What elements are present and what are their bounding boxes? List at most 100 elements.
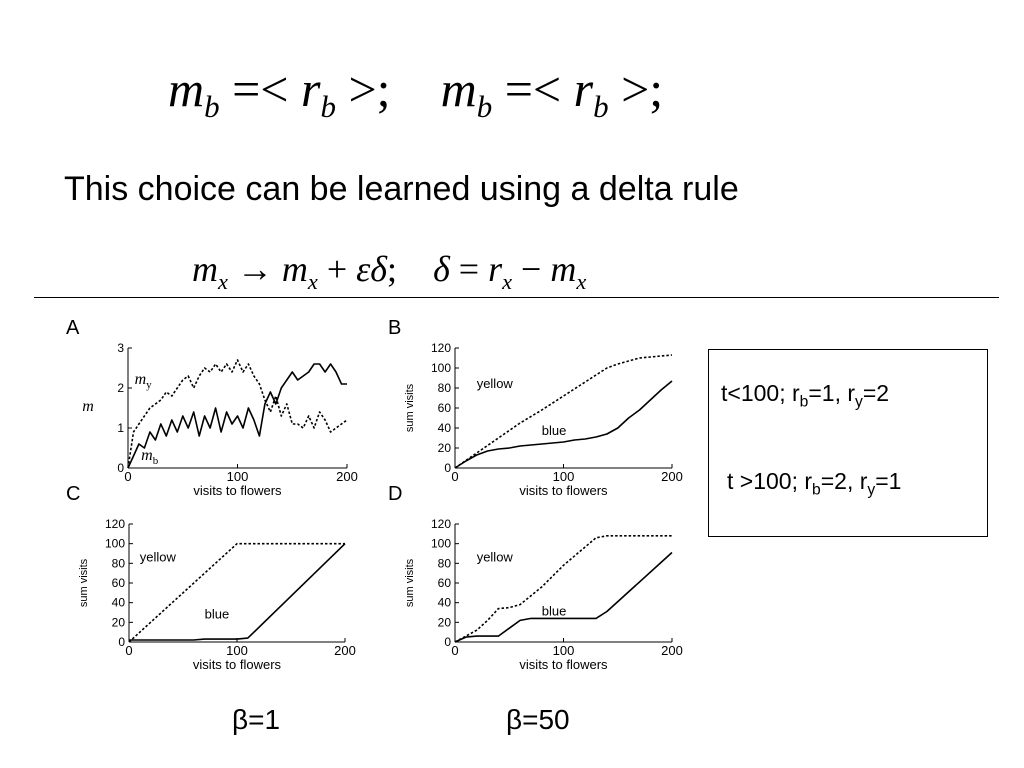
eq-operator: = bbox=[458, 249, 480, 289]
y-tick-label: 80 bbox=[438, 381, 452, 395]
eq-subscript: x bbox=[502, 268, 513, 294]
series-line-yellow bbox=[128, 542, 345, 643]
equation-delta-rule: mx → mx + εδ; δ = rx − mx bbox=[192, 248, 586, 295]
eq-subscript: b bbox=[204, 88, 220, 124]
eq-operator: =< bbox=[504, 61, 562, 117]
info-line-after-100: t >100; rb=2, ry=1 bbox=[727, 468, 901, 500]
eq-operator: ; bbox=[387, 249, 398, 289]
x-tick-label: 100 bbox=[226, 643, 248, 658]
x-axis-label: visits to flowers bbox=[519, 657, 608, 672]
series-label-blue: blue bbox=[542, 423, 567, 438]
y-tick-label: 100 bbox=[431, 361, 451, 375]
series-label-yellow: yellow bbox=[477, 376, 514, 391]
x-tick-label: 200 bbox=[661, 643, 683, 658]
x-axis-label: visits to flowers bbox=[519, 483, 608, 498]
y-tick-label: 100 bbox=[431, 537, 451, 551]
eq-symbol: m bbox=[550, 249, 577, 289]
series-line-m-b bbox=[127, 363, 347, 469]
y-axis-label: sum visits bbox=[404, 558, 416, 607]
y-tick-label: 0 bbox=[117, 461, 124, 475]
series-line-yellow bbox=[454, 535, 672, 643]
info-box: t<100; rb=1, r y =2 t >100; rb=2, ry=1 bbox=[708, 349, 988, 537]
y-axis-label: sum visits bbox=[404, 383, 416, 432]
y-tick-label: 80 bbox=[438, 556, 452, 570]
y-tick-label: 0 bbox=[444, 461, 451, 475]
divider-line bbox=[34, 297, 999, 298]
x-tick-label: 0 bbox=[125, 643, 132, 658]
info-text: t >100; r bbox=[727, 468, 813, 494]
x-axis-label: visits to flowers bbox=[193, 657, 282, 672]
x-tick-label: 0 bbox=[124, 469, 131, 484]
y-tick-label: 40 bbox=[112, 596, 126, 610]
info-subscript: y bbox=[867, 481, 876, 499]
series-label-m-y: my bbox=[135, 371, 153, 391]
x-tick-label: 200 bbox=[334, 643, 356, 658]
eq-operator: >; bbox=[348, 61, 391, 117]
series-line-m-y bbox=[127, 359, 348, 469]
x-tick-label: 100 bbox=[553, 643, 575, 658]
y-axis-label: sum visits bbox=[78, 558, 90, 607]
panel-letter-d: D bbox=[388, 483, 402, 505]
x-axis-label: visits to flowers bbox=[193, 483, 282, 498]
y-tick-label: 20 bbox=[438, 441, 452, 455]
eq-subscript: x bbox=[307, 268, 318, 294]
equation-top: mb =< rb >; mb =< rb >; bbox=[168, 60, 663, 125]
y-tick-label: 120 bbox=[431, 517, 451, 531]
beta-label-left: β=1 bbox=[232, 704, 281, 735]
info-subscript: b bbox=[799, 393, 809, 411]
info-text: =1, r bbox=[808, 380, 856, 406]
series-label-yellow: yellow bbox=[140, 549, 177, 564]
eq-symbol: r bbox=[301, 61, 321, 117]
eq-symbol: m bbox=[281, 249, 308, 289]
x-tick-label: 200 bbox=[336, 469, 358, 484]
x-tick-label: 100 bbox=[227, 469, 249, 484]
y-tick-label: 80 bbox=[112, 556, 126, 570]
panel-letter-c: C bbox=[66, 483, 80, 505]
eq-operator: >; bbox=[621, 61, 664, 117]
y-tick-label: 20 bbox=[438, 615, 452, 629]
series-line-blue bbox=[454, 551, 673, 643]
x-tick-label: 0 bbox=[451, 469, 458, 484]
y-tick-label: 0 bbox=[444, 635, 451, 649]
series-label-sub: b bbox=[153, 455, 159, 467]
y-tick-label: 60 bbox=[112, 576, 126, 590]
eq-symbol: m bbox=[168, 61, 205, 117]
series-label-m-b: mb bbox=[141, 447, 159, 467]
y-tick-label: 20 bbox=[112, 615, 126, 629]
eq-symbol: δ bbox=[433, 249, 450, 289]
panel-letter-a: A bbox=[66, 317, 80, 339]
eq-symbol: m bbox=[192, 249, 218, 289]
y-tick-label: 2 bbox=[117, 381, 124, 395]
eq-symbol: m bbox=[440, 61, 477, 117]
y-tick-label: 60 bbox=[438, 576, 452, 590]
series-label-blue: blue bbox=[542, 603, 567, 618]
series-line-yellow bbox=[454, 354, 673, 469]
y-tick-label: 0 bbox=[118, 635, 125, 649]
eq-subscript: x bbox=[218, 268, 228, 294]
y-tick-label: 120 bbox=[105, 517, 125, 531]
x-tick-label: 0 bbox=[451, 643, 458, 658]
series-label-yellow: yellow bbox=[477, 549, 514, 564]
series-label-main: m bbox=[135, 371, 147, 388]
y-tick-label: 3 bbox=[117, 341, 124, 355]
eq-operator: → bbox=[236, 249, 273, 289]
eq-symbol: r bbox=[573, 61, 594, 117]
x-tick-label: 200 bbox=[661, 469, 683, 484]
info-text: t<100; r bbox=[721, 380, 800, 406]
series-label-main: m bbox=[141, 447, 153, 464]
eq-symbol: r bbox=[488, 249, 503, 289]
info-text: =2 bbox=[862, 380, 890, 406]
beta-label-right: β=50 bbox=[506, 704, 570, 735]
x-tick-label: 100 bbox=[553, 469, 575, 484]
eq-operator: + bbox=[326, 249, 348, 289]
y-tick-label: 40 bbox=[438, 421, 452, 435]
y-tick-label: 120 bbox=[431, 341, 451, 355]
series-line-blue bbox=[454, 380, 673, 469]
subtitle-text: This choice can be learned using a delta… bbox=[64, 170, 739, 208]
eq-subscript: b bbox=[320, 88, 336, 124]
series-label-blue: blue bbox=[205, 606, 230, 621]
y-tick-label: 60 bbox=[438, 401, 452, 415]
series-label-sub: y bbox=[146, 379, 152, 391]
info-text: =2, r bbox=[820, 468, 868, 494]
